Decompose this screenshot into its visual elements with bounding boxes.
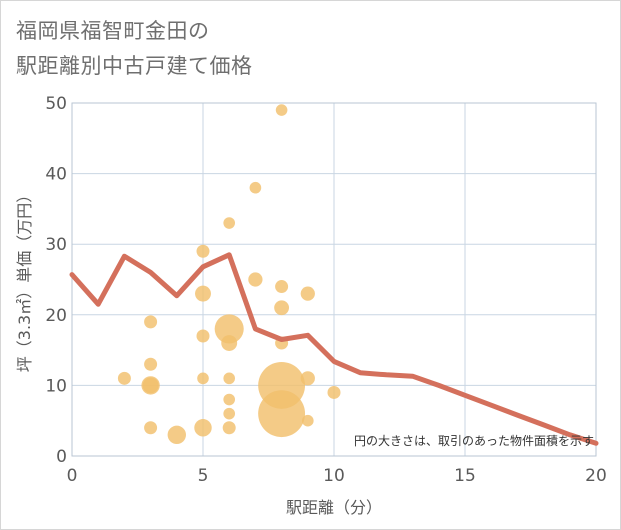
bubble-point: [300, 286, 315, 301]
bubble-point: [117, 371, 131, 385]
x-tick-label: 0: [67, 466, 78, 486]
bubble-point: [327, 385, 341, 399]
bubble-point: [274, 300, 290, 316]
y-tick-label: 50: [45, 94, 67, 114]
bubble-point: [223, 217, 236, 229]
x-axis-label: 駅距離（分）: [286, 498, 382, 517]
bubble-point: [196, 329, 210, 343]
bubble-point: [194, 419, 212, 437]
bubble-point: [144, 315, 158, 329]
bubble-point: [142, 377, 159, 394]
y-tick-label: 10: [45, 376, 67, 396]
average-price-line: [69, 252, 599, 446]
x-tick-label: 5: [198, 466, 209, 486]
bubble-point: [196, 244, 210, 258]
bubble-point: [223, 407, 236, 420]
x-tick-labels: 0 5 10 15 20: [67, 466, 607, 486]
chart-title-line-1: 福岡県福智町金田の: [16, 19, 210, 43]
bubble-point: [222, 421, 236, 435]
bubble-point: [258, 390, 306, 438]
x-tick-label: 10: [323, 466, 345, 486]
bubble-point: [301, 414, 314, 427]
y-tick-label: 20: [45, 306, 67, 326]
bubble-point: [144, 421, 158, 435]
y-tick-label: 40: [45, 165, 67, 185]
grid-lines: [71, 102, 597, 457]
chart-title-line-2: 駅距離別中古戸建て価格: [16, 54, 253, 78]
x-tick-label: 20: [585, 466, 607, 486]
y-tick-label: 0: [56, 447, 67, 467]
bubble-point: [275, 104, 288, 116]
chart-title: 福岡県福智町金田の 駅距離別中古戸建て価格: [16, 14, 253, 84]
bubble-size-note: 円の大きさは、取引のあった物件面積を示す: [354, 433, 594, 448]
bubble-point: [248, 272, 263, 287]
y-tick-labels: 0 10 20 30 40 50: [45, 94, 67, 467]
bubble-point: [221, 335, 238, 352]
bubble-point: [249, 181, 262, 194]
bubble-point: [195, 285, 211, 302]
bubble-point: [144, 357, 158, 371]
bubble-point: [214, 314, 244, 344]
bubble-point: [300, 371, 315, 386]
bubble-point: [167, 425, 186, 445]
bubble-point: [197, 372, 209, 385]
x-tick-label: 15: [454, 466, 476, 486]
bubble-series: [117, 104, 341, 445]
y-tick-label: 30: [45, 235, 67, 255]
bubble-point: [275, 280, 289, 294]
y-axis-label: 坪（3.3㎡）単価（万円）: [15, 187, 34, 372]
plot-area: [71, 102, 597, 457]
bubble-point: [223, 393, 236, 406]
bubble-point: [223, 372, 236, 385]
